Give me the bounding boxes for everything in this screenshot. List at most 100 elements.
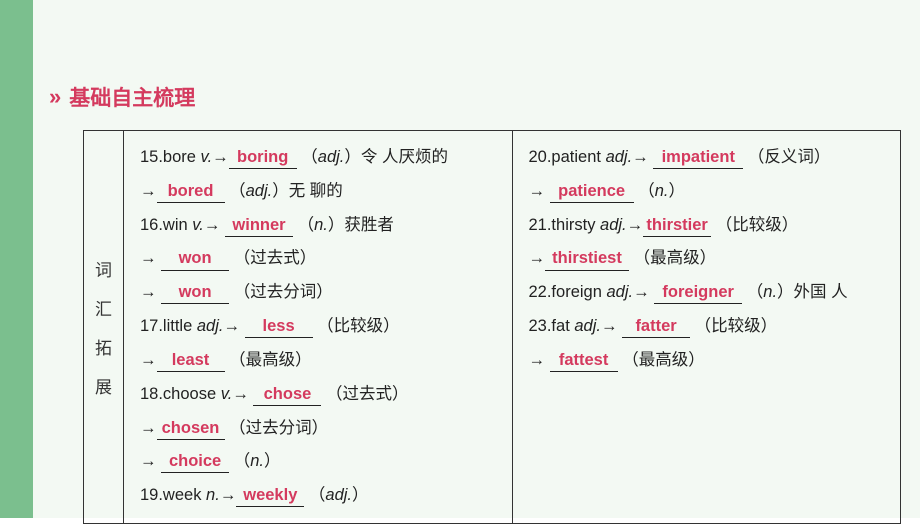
answer: chose <box>264 385 312 403</box>
paren: （ <box>229 182 246 200</box>
paren: （ <box>309 486 326 504</box>
answer: patience <box>558 182 625 200</box>
entry-text: 18.choose <box>140 385 221 403</box>
right-column: 20.patient adj.→ impatient （反义词） → patie… <box>513 131 901 523</box>
pos: adj. <box>325 486 352 504</box>
paren: （ <box>301 148 318 166</box>
answer: bored <box>168 182 214 200</box>
section-header: » 基础自主梳理 <box>49 82 195 112</box>
main-area: » 基础自主梳理 词 汇 拓 展 15.bore v.→boring （adj.… <box>33 0 920 518</box>
paren: （ <box>298 216 315 234</box>
section-title: 基础自主梳理 <box>69 82 195 112</box>
answer: thirstier <box>646 216 707 234</box>
entry-row: →chosen （过去分词） <box>140 412 500 446</box>
answer: won <box>179 283 212 301</box>
paren: ） <box>264 452 281 470</box>
entry-text: 19.week <box>140 486 206 504</box>
entry-text: 20.patient <box>529 148 606 166</box>
table-side-label: 词 汇 拓 展 <box>84 131 124 523</box>
pos: adj. <box>574 317 601 335</box>
entry-row: 17.little adj.→ less （比较级） <box>140 310 500 344</box>
slide-page: » 基础自主梳理 词 汇 拓 展 15.bore v.→boring （adj.… <box>0 0 920 518</box>
entry-row: → choice （n.） <box>140 445 500 479</box>
entry-text: 17.little <box>140 317 197 335</box>
pos: adj. <box>197 317 224 335</box>
paren: （比较级） <box>695 317 778 335</box>
entry-row: → patience （n.） <box>529 175 889 209</box>
paren: （过去式） <box>326 385 409 403</box>
pos: v. <box>221 385 233 403</box>
arrow: → <box>627 216 644 234</box>
paren: ）无 聊的 <box>272 182 343 200</box>
entry-row: 16.win v.→ winner （n.）获胜者 <box>140 209 500 243</box>
chevron-icon: » <box>49 84 55 110</box>
answer: winner <box>232 216 285 234</box>
paren: （最高级） <box>622 351 705 369</box>
arrow: → <box>140 182 157 200</box>
arrow: → <box>529 351 546 369</box>
entry-row: → fattest （最高级） <box>529 344 889 378</box>
left-column: 15.bore v.→boring （adj.）令 人厌烦的 →bored （a… <box>124 131 513 523</box>
arrow: → <box>223 317 240 335</box>
paren: （过去式） <box>234 249 317 267</box>
vocab-table: 词 汇 拓 展 15.bore v.→boring （adj.）令 人厌烦的 →… <box>83 130 901 524</box>
entry-text: 22.foreign <box>529 283 607 301</box>
arrow: → <box>204 216 221 234</box>
arrow: → <box>633 283 650 301</box>
entry-row: 20.patient adj.→ impatient （反义词） <box>529 141 889 175</box>
paren: （比较级） <box>716 216 799 234</box>
pos: n. <box>763 283 777 301</box>
entry-row: 18.choose v.→ chose （过去式） <box>140 378 500 412</box>
pos: n. <box>250 452 264 470</box>
pos: adj. <box>600 216 627 234</box>
entry-row: →thirstiest （最高级） <box>529 242 889 276</box>
paren: （ <box>234 452 251 470</box>
arrow: → <box>632 148 649 166</box>
paren: ）获胜者 <box>328 216 394 234</box>
answer: fattest <box>559 351 609 369</box>
paren: （反义词） <box>748 148 831 166</box>
arrow: → <box>140 249 157 267</box>
left-accent-bar <box>0 0 33 518</box>
answer: impatient <box>662 148 735 166</box>
arrow: → <box>140 283 157 301</box>
paren: （ <box>747 283 764 301</box>
pos: adj. <box>246 182 273 200</box>
arrow: → <box>529 182 546 200</box>
side-char: 汇 <box>95 295 112 320</box>
pos: adj. <box>606 148 633 166</box>
side-char: 词 <box>95 256 112 281</box>
arrow: → <box>232 385 249 403</box>
entry-text: 23.fat <box>529 317 575 335</box>
entry-text: 16.win <box>140 216 192 234</box>
arrow: → <box>140 351 157 369</box>
answer: won <box>179 249 212 267</box>
pos: n. <box>314 216 328 234</box>
entry-row: → bored （adj.）无 聊的 <box>140 175 500 209</box>
side-char: 展 <box>95 373 112 398</box>
paren: （最高级） <box>229 351 312 369</box>
paren: （ <box>638 182 655 200</box>
answer: thirstiest <box>552 249 622 267</box>
pos: adj. <box>318 148 345 166</box>
answer: chosen <box>162 419 220 437</box>
entry-row: 23.fat adj.→ fatter （比较级） <box>529 310 889 344</box>
answer: boring <box>237 148 288 166</box>
entry-row: 21.thirsty adj.→thirstier （比较级） <box>529 209 889 243</box>
answer: choice <box>169 452 221 470</box>
entry-row: → won （过去分词） <box>140 276 500 310</box>
arrow: → <box>212 148 229 166</box>
arrow: → <box>601 317 618 335</box>
paren: ） <box>668 182 685 200</box>
paren: （过去分词） <box>234 283 333 301</box>
answer: less <box>263 317 295 335</box>
entry-row: → won （过去式） <box>140 242 500 276</box>
paren: ）令 人厌烦的 <box>344 148 448 166</box>
paren: ）外国 人 <box>777 283 848 301</box>
pos: v. <box>192 216 204 234</box>
entry-row: 19.week n.→weekly （adj.） <box>140 479 500 513</box>
paren: （最高级） <box>634 249 717 267</box>
entry-row: 15.bore v.→boring （adj.）令 人厌烦的 <box>140 141 500 175</box>
table-columns: 15.bore v.→boring （adj.）令 人厌烦的 →bored （a… <box>124 131 900 523</box>
answer: weekly <box>243 486 297 504</box>
